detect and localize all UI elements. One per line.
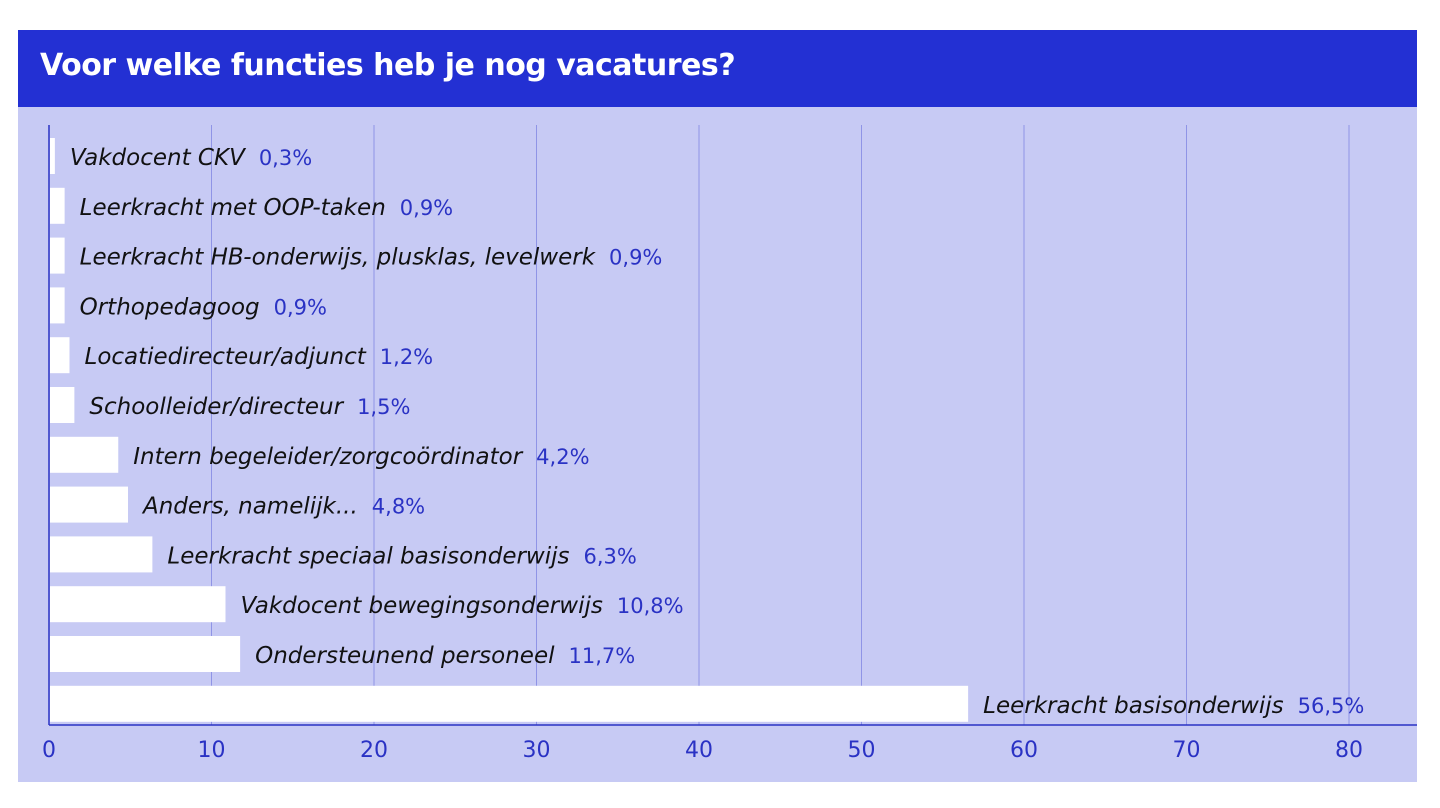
- value-label-2: 0,9%: [400, 196, 453, 220]
- value-label-4: 0,9%: [274, 295, 327, 319]
- value-label-6: 1,5%: [357, 395, 410, 419]
- bar-1: [50, 138, 55, 174]
- bar-10: [50, 586, 226, 623]
- bar-7: [50, 436, 119, 473]
- value-label-11: 11,7%: [568, 644, 635, 668]
- x-tick-label-50: 50: [848, 738, 876, 763]
- bar-label-1: Vakdocent CKV: [70, 145, 247, 171]
- bar-label-5: Locatiedirecteur/adjunct: [85, 344, 367, 370]
- bar-5: [50, 337, 70, 374]
- x-tick-label-20: 20: [360, 738, 388, 763]
- bar-label-2: Leerkracht met OOP-taken: [80, 195, 386, 221]
- value-label-3: 0,9%: [609, 246, 662, 270]
- x-tick-label-10: 10: [198, 738, 226, 763]
- chart-header: Voor welke functies heb je nog vacatures…: [18, 30, 1417, 107]
- chart-card: Voor welke functies heb je nog vacatures…: [18, 30, 1417, 782]
- bar-label-3: Leerkracht HB-onderwijs, plusklas, level…: [80, 245, 597, 271]
- bar-3: [50, 237, 65, 274]
- bar-11: [50, 636, 241, 672]
- value-label-10: 10,8%: [617, 594, 684, 618]
- bar-label-8: Anders, namelijk...: [141, 494, 358, 520]
- bar-label-12: Leerkracht basisonderwijs: [983, 693, 1283, 719]
- x-tick-label-70: 70: [1173, 738, 1201, 763]
- bar-label-10: Vakdocent bewegingsonderwijs: [241, 593, 603, 619]
- x-tick-label-60: 60: [1010, 738, 1038, 763]
- bar-label-4: Orthopedagoog: [80, 294, 260, 320]
- bar-label-11: Ondersteunend personeel: [255, 643, 555, 669]
- value-label-5: 1,2%: [380, 345, 433, 369]
- x-tick-label-40: 40: [685, 738, 713, 763]
- chart-title: Voor welke functies heb je nog vacatures…: [40, 48, 736, 83]
- bar-8: [50, 486, 128, 523]
- bar-label-9: Leerkracht speciaal basisonderwijs: [167, 543, 569, 569]
- value-label-1: 0,3%: [259, 146, 312, 170]
- x-tick-label-0: 0: [42, 738, 56, 763]
- x-tick-label-30: 30: [523, 738, 551, 763]
- bar-9: [50, 536, 153, 573]
- value-label-12: 56,5%: [1298, 694, 1365, 718]
- bar-4: [50, 287, 65, 324]
- bar-2: [50, 187, 65, 224]
- bar-label-7: Intern begeleider/zorgcoördinator: [133, 444, 523, 470]
- bar-6: [50, 387, 75, 423]
- value-label-8: 4,8%: [372, 495, 425, 519]
- bar-label-6: Schoolleider/directeur: [89, 394, 344, 420]
- value-label-7: 4,2%: [536, 445, 589, 469]
- x-tick-label-80: 80: [1335, 738, 1363, 763]
- bar-12: [50, 685, 969, 722]
- value-label-9: 6,3%: [584, 544, 637, 568]
